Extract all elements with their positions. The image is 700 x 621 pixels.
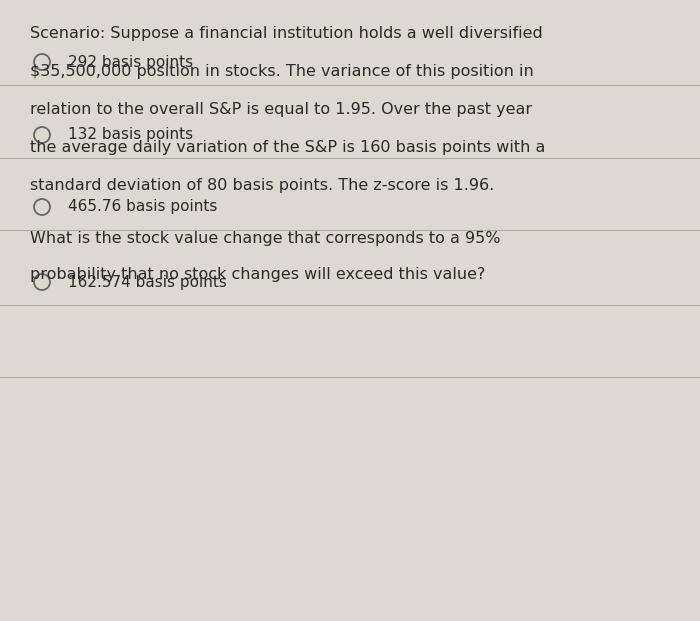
Text: 465.76 basis points: 465.76 basis points: [68, 199, 218, 214]
Text: What is the stock value change that corresponds to a 95%: What is the stock value change that corr…: [30, 231, 500, 246]
Text: relation to the overall S&P is equal to 1.95. Over the past year: relation to the overall S&P is equal to …: [30, 102, 532, 117]
Text: the average daily variation of the S&P is 160 basis points with a: the average daily variation of the S&P i…: [30, 140, 545, 155]
Text: Scenario: Suppose a financial institution holds a well diversified: Scenario: Suppose a financial institutio…: [30, 26, 542, 41]
Text: 292 basis points: 292 basis points: [68, 55, 193, 70]
Text: $35,500,000 position in stocks. The variance of this position in: $35,500,000 position in stocks. The vari…: [30, 64, 533, 79]
Text: probability that no stock changes will exceed this value?: probability that no stock changes will e…: [30, 267, 485, 282]
Text: 162.574 basis points: 162.574 basis points: [68, 274, 227, 289]
Text: standard deviation of 80 basis points. The z-score is 1.96.: standard deviation of 80 basis points. T…: [30, 178, 494, 193]
Text: 132 basis points: 132 basis points: [68, 127, 193, 142]
